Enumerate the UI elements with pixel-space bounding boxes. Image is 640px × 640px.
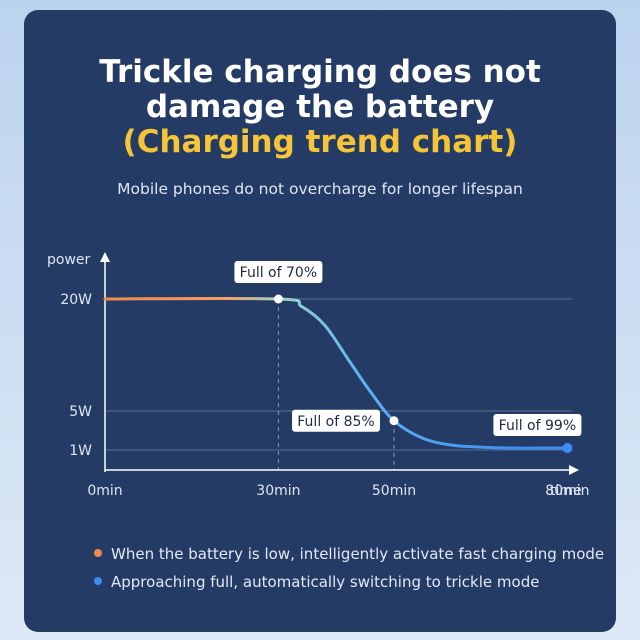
x-axis-arrow [569,465,579,475]
x-axis-label: time [550,483,582,499]
legend-dot-orange [94,549,102,557]
title-line-2: damage the battery [145,89,495,125]
y-axis-label: power [47,252,91,268]
x-tick-label: 80min [545,483,589,499]
data-point-marker [273,294,283,304]
annotation-label: Full of 85% [297,414,374,430]
legend-dot-blue [94,577,102,585]
legend-text: Approaching full, automatically switchin… [111,573,540,591]
legend-text: When the battery is low, intelligently a… [111,545,605,563]
charging-trend-chart: power time 1W 5W 20W 0min 30min 50min 80min Fu… [47,252,590,499]
annotation-callout-box [292,409,380,432]
data-point-marker [389,416,399,426]
title-line-3: (Charging trend chart) [122,124,518,160]
y-tick-label: 1W [69,443,92,459]
charging-power-line [103,296,569,450]
legend-item-fast-charging: When the battery is low, intelligently a… [94,545,604,563]
annotation-callout-box [493,414,582,437]
x-tick-label: 0min [87,483,122,499]
y-axis-arrow [100,252,110,262]
annotation-callout-box [234,261,323,283]
y-tick-label: 5W [69,404,92,420]
data-point-marker [562,443,573,454]
annotation-label: Full of 70% [240,265,317,281]
annotation-label: Full of 99% [499,418,576,434]
y-tick-label: 20W [60,292,92,308]
x-tick-label: 30min [256,483,300,499]
x-tick-label: 50min [372,483,416,499]
subtitle: Mobile phones do not overcharge for long… [117,180,523,198]
title-line-1: Trickle charging does not [99,54,541,90]
legend-item-trickle: Approaching full, automatically switchin… [94,573,539,591]
chart-card: Trickle charging does not damage the bat… [24,10,616,632]
